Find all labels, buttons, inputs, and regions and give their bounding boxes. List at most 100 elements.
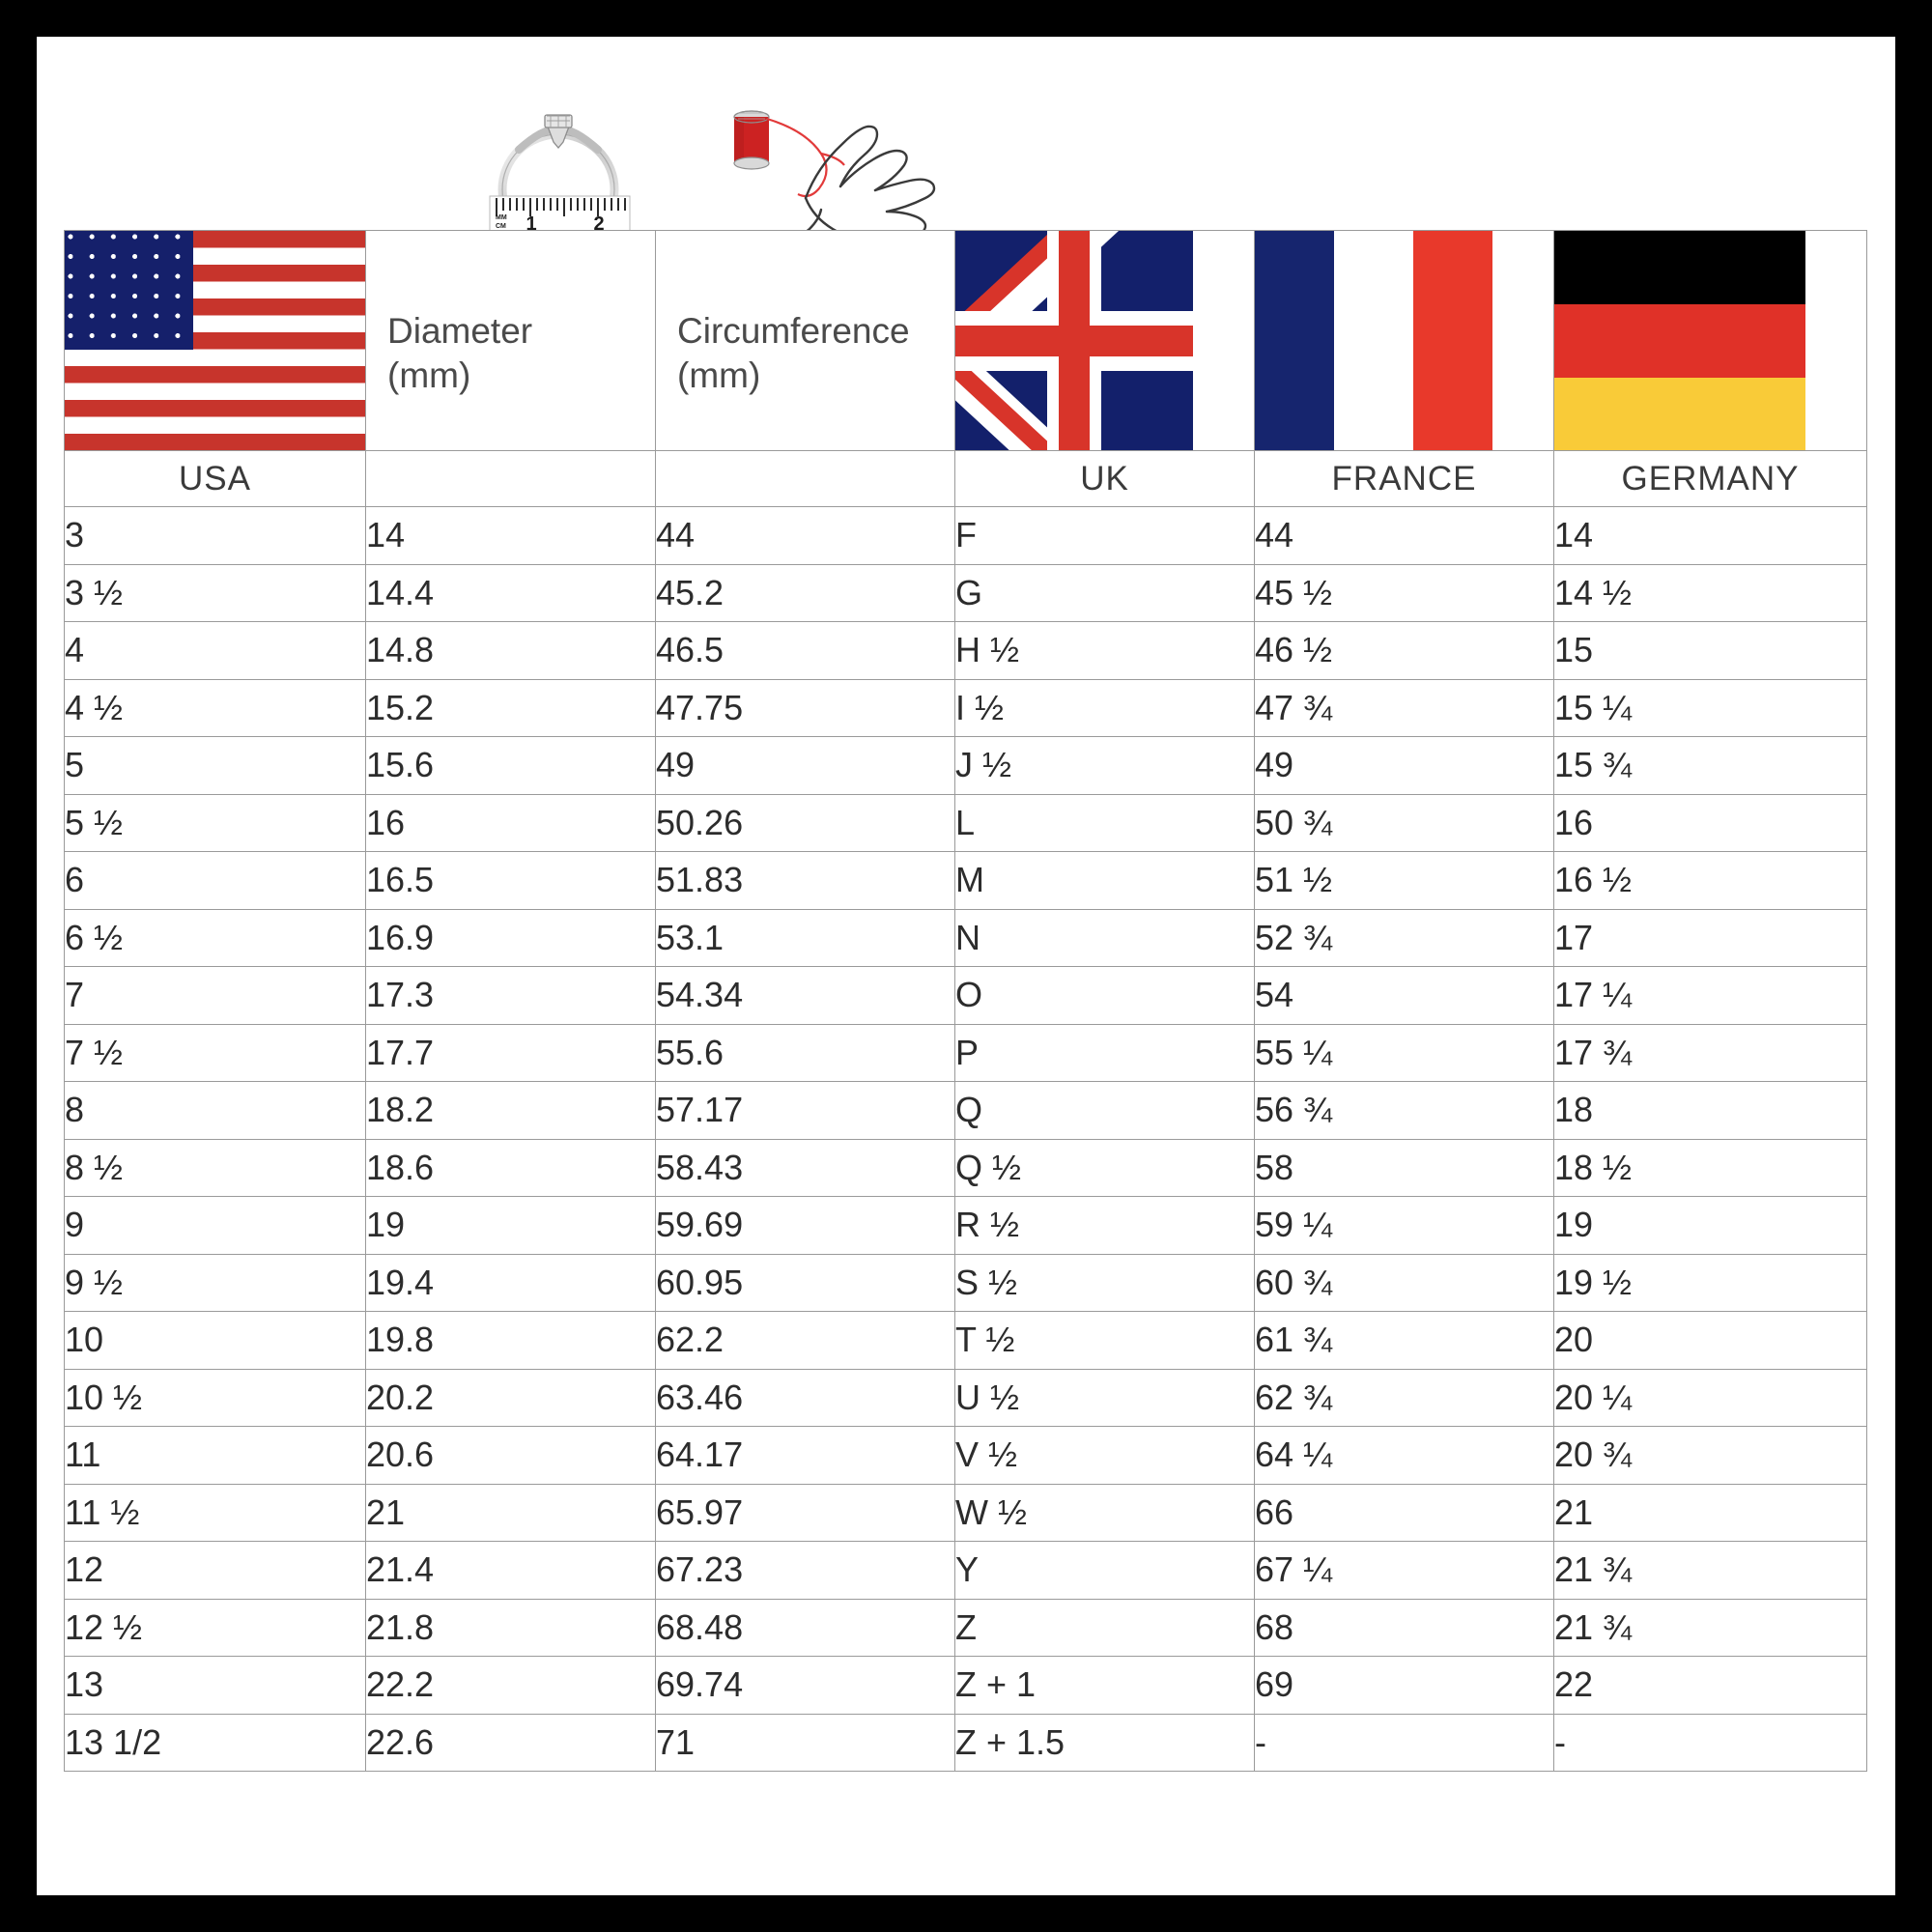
cell-diameter: 14 [365,506,656,565]
cell-uk: G [954,563,1255,622]
cell-germany: 16 [1553,793,1867,852]
country-label-circumference-blank [655,450,955,507]
country-label-usa: USA [64,450,366,507]
cell-france: 47 ¾ [1254,678,1554,737]
cell-diameter: 16 [365,793,656,852]
cell-uk: R ½ [954,1196,1255,1255]
cell-diameter: 17.7 [365,1023,656,1082]
cell-germany: 17 ¼ [1553,966,1867,1025]
cell-diameter: 16.5 [365,851,656,910]
cell-usa: 8 [64,1081,366,1140]
ring-ruler-illustration: 1 2 MM CM [489,114,631,257]
table-row: 10 19.8 62.2 T ½ 61 ¾ 20 [64,1311,1867,1370]
cell-circumference: 53.1 [655,908,955,967]
cell-france: 60 ¾ [1254,1253,1554,1312]
cell-circumference: 67.23 [655,1541,955,1600]
cell-diameter: 18.6 [365,1138,656,1197]
cell-circumference: 68.48 [655,1598,955,1657]
cell-diameter: 19.8 [365,1311,656,1370]
illustration-band: 1 2 MM CM [37,90,1895,269]
cell-uk: T ½ [954,1311,1255,1370]
usa-flag-icon [65,231,365,450]
table-row: 6 16.5 51.83 M 51 ½ 16 ½ [64,851,1867,910]
cell-circumference: 58.43 [655,1138,955,1197]
table-row: 4 14.8 46.5 H ½ 46 ½ 15 [64,621,1867,680]
cell-france: 51 ½ [1254,851,1554,910]
cell-france: 69 [1254,1656,1554,1715]
cell-germany: 20 [1553,1311,1867,1370]
cell-uk: J ½ [954,736,1255,795]
cell-germany: 20 ¼ [1553,1368,1867,1427]
cell-uk: L [954,793,1255,852]
cell-usa: 3 ½ [64,563,366,622]
cell-uk: P [954,1023,1255,1082]
cell-germany: 15 ¼ [1553,678,1867,737]
table-row: 8 18.2 57.17 Q 56 ¾ 18 [64,1081,1867,1140]
country-label-uk: UK [954,450,1255,507]
cell-germany: - [1553,1713,1867,1772]
cell-circumference: 71 [655,1713,955,1772]
cell-usa: 6 [64,851,366,910]
cell-circumference: 44 [655,506,955,565]
cell-uk: M [954,851,1255,910]
svg-text:MM: MM [496,214,507,221]
uk-flag-icon [955,231,1193,450]
table-row: 5 15.6 49 J ½ 49 15 ¾ [64,736,1867,795]
cell-circumference: 64.17 [655,1426,955,1485]
cell-diameter: 19 [365,1196,656,1255]
cell-circumference: 63.46 [655,1368,955,1427]
cell-diameter: 21 [365,1483,656,1542]
circumference-header-label: Circumference (mm) [677,311,910,395]
cell-uk: W ½ [954,1483,1255,1542]
cell-usa: 5 ½ [64,793,366,852]
cell-germany: 14 [1553,506,1867,565]
cell-france: 46 ½ [1254,621,1554,680]
cell-france: 56 ¾ [1254,1081,1554,1140]
cell-usa: 9 ½ [64,1253,366,1312]
cell-diameter: 22.2 [365,1656,656,1715]
cell-germany: 17 ¾ [1553,1023,1867,1082]
cell-diameter: 19.4 [365,1253,656,1312]
cell-germany: 19 ½ [1553,1253,1867,1312]
cell-uk: Q ½ [954,1138,1255,1197]
header-cell-diameter: Diameter (mm) [365,230,656,451]
cell-france: 66 [1254,1483,1554,1542]
chart-sheet: 1 2 MM CM [37,37,1895,1895]
header-cell-circumference: Circumference (mm) [655,230,955,451]
cell-usa: 6 ½ [64,908,366,967]
cell-germany: 21 [1553,1483,1867,1542]
cell-germany: 18 ½ [1553,1138,1867,1197]
table-row: 12 21.4 67.23 Y 67 ¼ 21 ¾ [64,1541,1867,1600]
table-row: 8 ½ 18.6 58.43 Q ½ 58 18 ½ [64,1138,1867,1197]
cell-diameter: 15.6 [365,736,656,795]
cell-germany: 21 ¾ [1553,1541,1867,1600]
table-row: 9 ½ 19.4 60.95 S ½ 60 ¾ 19 ½ [64,1253,1867,1312]
header-cell-uk [954,230,1255,451]
cell-usa: 12 ½ [64,1598,366,1657]
cell-france: 61 ¾ [1254,1311,1554,1370]
table-row: 3 ½ 14.4 45.2 G 45 ½ 14 ½ [64,563,1867,622]
country-label-germany: GERMANY [1553,450,1867,507]
cell-uk: Q [954,1081,1255,1140]
svg-text:2: 2 [593,213,604,235]
cell-france: 64 ¼ [1254,1426,1554,1485]
table-row: 11 ½ 21 65.97 W ½ 66 21 [64,1483,1867,1542]
table-row: 7 ½ 17.7 55.6 P 55 ¼ 17 ¾ [64,1023,1867,1082]
cell-uk: I ½ [954,678,1255,737]
cell-france: 52 ¾ [1254,908,1554,967]
table-row: 12 ½ 21.8 68.48 Z 68 21 ¾ [64,1598,1867,1657]
cell-diameter: 18.2 [365,1081,656,1140]
cell-diameter: 14.8 [365,621,656,680]
cell-usa: 10 ½ [64,1368,366,1427]
cell-diameter: 22.6 [365,1713,656,1772]
table-row: 3 14 44 F 44 14 [64,506,1867,565]
diameter-header-label: Diameter (mm) [387,311,533,395]
table-row: 10 ½ 20.2 63.46 U ½ 62 ¾ 20 ¼ [64,1368,1867,1427]
cell-usa: 12 [64,1541,366,1600]
svg-text:CM: CM [496,223,506,230]
cell-france: 50 ¾ [1254,793,1554,852]
cell-germany: 20 ¾ [1553,1426,1867,1485]
cell-france: - [1254,1713,1554,1772]
cell-france: 45 ½ [1254,563,1554,622]
